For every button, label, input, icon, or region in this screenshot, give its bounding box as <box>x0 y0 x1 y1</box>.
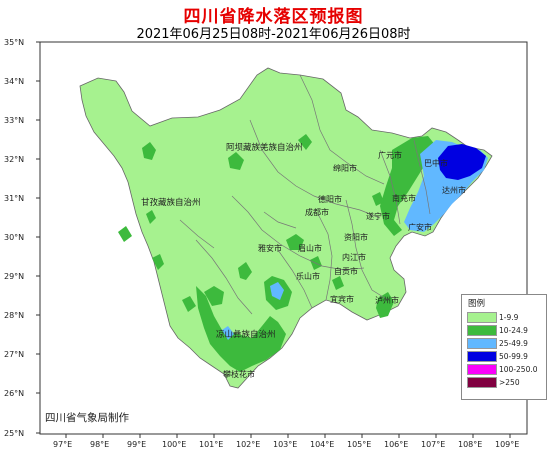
lat-label: 29°N <box>4 272 24 281</box>
lon-label: 103°E <box>273 440 297 449</box>
city-label-guangyuan: 广元市 <box>378 150 402 160</box>
credit-text: 四川省气象局制作 <box>45 412 129 424</box>
lat-label: 28°N <box>4 311 24 320</box>
legend-label: 1-9.9 <box>499 313 519 322</box>
legend-swatch <box>467 351 497 362</box>
lat-label: 32°N <box>4 155 24 164</box>
lon-label: 97°E <box>53 440 72 449</box>
legend-item: 50-99.9 <box>467 350 546 363</box>
lat-label: 30°N <box>4 233 24 242</box>
city-label-guangan: 广安市 <box>408 222 432 232</box>
legend-item: 1-9.9 <box>467 311 546 324</box>
legend-swatch <box>467 338 497 349</box>
city-label-yibin: 宜宾市 <box>330 294 354 304</box>
map-title: 四川省降水落区预报图 <box>183 7 364 27</box>
lon-label: 100°E <box>162 440 186 449</box>
legend-title: 图例 <box>468 299 486 309</box>
lat-label: 31°N <box>4 194 24 203</box>
lat-label: 35°N <box>4 38 24 47</box>
city-label-luzhou: 泸州市 <box>375 295 399 305</box>
lon-label: 98°E <box>90 440 109 449</box>
legend-item: >250 <box>467 376 546 389</box>
city-boundaries <box>179 74 431 315</box>
rain-50-100-area <box>438 144 486 180</box>
city-label-chengdu: 成都市 <box>305 207 329 217</box>
legend: 图例 1-9.9 10-24.9 25-49.9 50-99.9 100-250… <box>461 294 547 400</box>
prefecture-label-liangshan: 凉山彝族自治州 <box>216 329 276 340</box>
city-label-zigong: 自贡市 <box>334 266 358 276</box>
lat-label: 33°N <box>4 116 24 125</box>
city-label-leshan: 乐山市 <box>296 271 320 281</box>
lon-label: 102°E <box>236 440 260 449</box>
legend-label: >250 <box>499 378 520 387</box>
city-label-ziyang: 资阳市 <box>344 232 368 242</box>
lon-label: 101°E <box>199 440 223 449</box>
city-label-mianyang: 绵阳市 <box>333 163 357 173</box>
lon-label: 99°E <box>127 440 146 449</box>
legend-swatch <box>467 377 497 388</box>
legend-swatch <box>467 325 497 336</box>
longitude-ticks <box>65 434 511 438</box>
latitude-labels: 35°N 34°N 33°N 32°N 31°N 30°N 29°N 28°N … <box>4 38 24 438</box>
prefecture-label-ganzi: 甘孜藏族自治州 <box>141 197 201 208</box>
legend-item: 100-250.0 <box>467 363 546 376</box>
lat-label: 27°N <box>4 350 24 359</box>
map-subtitle: 2021年06月25日08时-2021年06月26日08时 <box>136 27 411 42</box>
legend-swatch <box>467 312 497 323</box>
rain-10-25-areas <box>118 134 436 372</box>
city-label-panzhihua: 攀枝花市 <box>223 369 255 379</box>
legend-label: 50-99.9 <box>499 352 528 361</box>
city-label-neijiang: 内江市 <box>342 252 366 262</box>
prefecture-label-aba: 阿坝藏族羌族自治州 <box>226 142 303 153</box>
lat-label: 25°N <box>4 429 24 438</box>
lon-label: 105°E <box>347 440 371 449</box>
city-label-meishan: 眉山市 <box>298 243 322 253</box>
lat-label: 26°N <box>4 389 24 398</box>
lon-label: 104°E <box>310 440 334 449</box>
legend-label: 10-24.9 <box>499 326 528 335</box>
legend-swatch <box>467 364 497 375</box>
city-label-yaan: 雅安市 <box>258 243 282 253</box>
city-label-nanchong: 南充市 <box>392 193 416 203</box>
city-label-deyang: 德阳市 <box>318 194 342 204</box>
city-label-bazhong: 巴中市 <box>424 158 448 168</box>
lat-label: 34°N <box>4 77 24 86</box>
city-label-dazhou: 达州市 <box>442 185 466 195</box>
legend-item: 25-49.9 <box>467 337 546 350</box>
lon-label: 107°E <box>421 440 445 449</box>
longitude-labels: 97°E 98°E 99°E 100°E 101°E 102°E 103°E 1… <box>53 440 519 449</box>
city-label-suining: 遂宁市 <box>366 211 390 221</box>
lon-label: 108°E <box>458 440 482 449</box>
lon-label: 106°E <box>384 440 408 449</box>
legend-item: 10-24.9 <box>467 324 546 337</box>
lon-label: 109°E <box>495 440 519 449</box>
map-frame <box>39 41 528 435</box>
latitude-ticks <box>36 41 40 434</box>
legend-label: 100-250.0 <box>499 365 538 374</box>
legend-label: 25-49.9 <box>499 339 528 348</box>
